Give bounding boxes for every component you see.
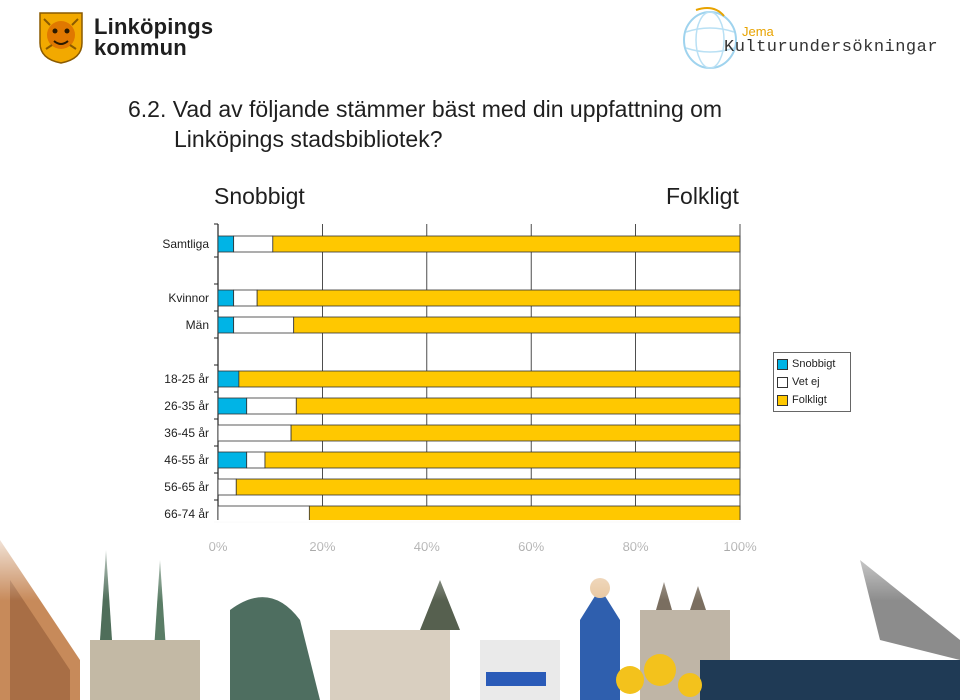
category-label: 18-25 år (164, 372, 209, 386)
bar-vet-ej-56-65-år (217, 478, 237, 496)
bar-folkligt-kvinnor (256, 289, 741, 307)
bar-vet-ej-26-35-år (246, 397, 297, 415)
bar-snobbigt-46-55-år (217, 451, 248, 469)
category-label: 66-74 år (164, 507, 209, 521)
partner-name: Kulturundersökningar (724, 38, 939, 57)
question-line2: Linköpings stadsbibliotek? (174, 126, 443, 152)
legend-label-snobbigt: Snobbigt (792, 358, 836, 370)
stacked-bar-chart: Samtliga Kvinnor Män 18-25 år 26-35 år 36-45 … (162, 223, 757, 554)
category-label: Samtliga (162, 237, 209, 251)
bar-snobbigt-26-35-år (217, 397, 248, 415)
bar-snobbigt-kvinnor (217, 289, 235, 307)
bar-vet-ej-46-55-år (246, 451, 266, 469)
partner-small-text: Jema (742, 24, 774, 39)
category-label: Män (186, 318, 209, 332)
legend-item-vet-ej: Vet ej (777, 373, 847, 391)
category-label: 26-35 år (164, 399, 209, 413)
bar-vet-ej-36-45-år (217, 424, 292, 442)
partner-logo: Jema Kulturundersökningar (680, 2, 950, 72)
category-label: 56-65 år (164, 480, 209, 494)
bar-snobbigt-män (217, 316, 235, 334)
bar-vet-ej-kvinnor (233, 289, 258, 307)
category-label: 46-55 år (164, 453, 209, 467)
pole-left-label: Snobbigt (214, 183, 305, 209)
bar-folkligt-män (293, 316, 741, 334)
bar-folkligt-18-25-år (238, 370, 741, 388)
city-collage-illustration (0, 520, 960, 700)
legend-item-snobbigt: Snobbigt (777, 355, 847, 373)
globe-icon (683, 7, 737, 69)
category-label: Kvinnor (168, 291, 209, 305)
legend-swatch-vet-ej (777, 376, 788, 388)
bar-folkligt-36-45-år (290, 424, 741, 442)
brand-line2: kommun (94, 35, 187, 60)
bar-vet-ej-samtliga (233, 235, 274, 253)
linkoping-logo: Linköpings kommun (34, 8, 234, 66)
chart-legend: Snobbigt Vet ej Folkligt (773, 352, 851, 412)
question-title: 6.2. Vad av följande stämmer bäst med di… (128, 94, 722, 154)
bar-snobbigt-18-25-år (217, 370, 240, 388)
legend-swatch-folkligt (777, 394, 788, 406)
legend-label-folkligt: Folkligt (792, 394, 827, 406)
bar-vet-ej-män (233, 316, 295, 334)
bar-snobbigt-samtliga (217, 235, 235, 253)
legend-item-folkligt: Folkligt (777, 391, 847, 409)
category-label: 36-45 år (164, 426, 209, 440)
lion-crest-icon (39, 12, 83, 64)
question-line1: 6.2. Vad av följande stämmer bäst med di… (128, 96, 723, 122)
brand-line1: Linköpings (94, 14, 214, 39)
bar-folkligt-samtliga (272, 235, 741, 253)
bar-folkligt-46-55-år (264, 451, 741, 469)
bar-folkligt-26-35-år (295, 397, 741, 415)
pole-right-label: Folkligt (666, 183, 739, 209)
legend-swatch-snobbigt (777, 358, 788, 370)
bar-folkligt-56-65-år (235, 478, 741, 496)
legend-label-vet-ej: Vet ej (792, 376, 820, 388)
